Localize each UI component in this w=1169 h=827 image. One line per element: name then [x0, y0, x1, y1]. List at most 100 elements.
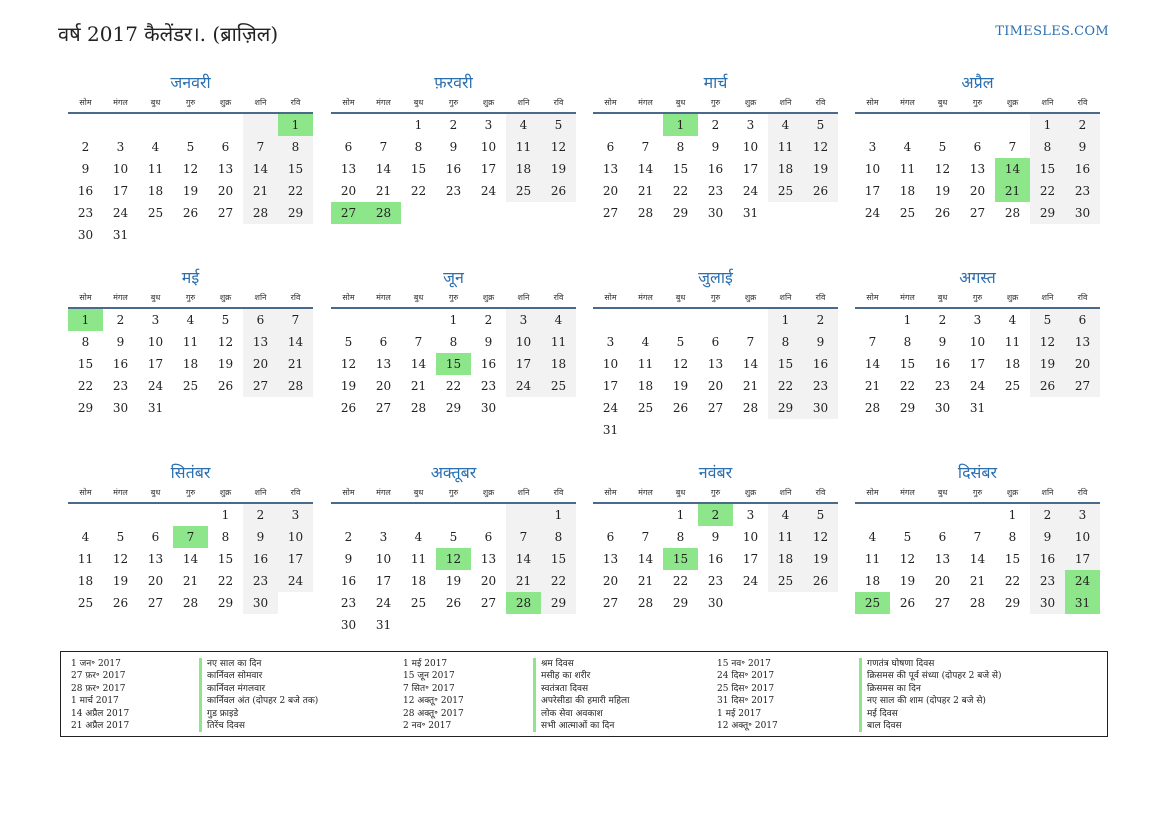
day-cell: 19: [340, 379, 357, 393]
weekday-label: सोम: [79, 293, 92, 302]
day-cell: 16: [934, 357, 951, 371]
day-cell: 26: [340, 401, 357, 415]
month-name: अप्रैल: [961, 73, 994, 92]
day-cell: 22: [278, 180, 313, 202]
empty-day-cell: [436, 504, 471, 526]
holiday-day-cell: 15: [663, 548, 698, 570]
weekday-label: रवि: [1077, 98, 1088, 107]
day-cell: 25: [182, 379, 199, 393]
day-cell: 6: [484, 530, 493, 544]
day-cell: 3: [151, 313, 160, 327]
day-cell: 24: [480, 184, 497, 198]
day-cell: 7: [746, 335, 755, 349]
holiday-day-cell: 28: [366, 202, 401, 224]
day-cell: 30: [480, 401, 497, 415]
day-cell: 12: [340, 357, 357, 371]
site-link[interactable]: TIMESLES.COM: [995, 24, 1109, 39]
day-cell: 30: [340, 618, 357, 632]
holiday-list-entry: 7 सित॰ 2017: [403, 683, 455, 694]
day-cell: 27: [217, 206, 234, 220]
day-cell: 2: [484, 313, 493, 327]
weekday-label: शनि: [517, 293, 530, 302]
holiday-list-entry: 1 मार्च 2017: [71, 696, 119, 707]
weekday-header: सोम मंगल बुध गुरु शुक्र शनि रवि: [855, 289, 1100, 309]
day-cell: 12: [182, 162, 199, 176]
day-cell: 3: [868, 140, 877, 154]
day-cell: 2: [243, 504, 278, 526]
weekday-label: शुक्र: [1006, 488, 1019, 497]
month-5: मई सोम मंगल बुध गुरु शुक्र शनि रवि 1 2 3 4 5 6 7 8 9 10 11…: [68, 267, 313, 419]
weekday-label: मंगल: [900, 98, 915, 107]
weekday-label: सोम: [342, 488, 355, 497]
holiday-list-entry: नए साल की शाम (दोपहर 2 बजे से): [867, 696, 986, 707]
empty-day-cell: [628, 114, 663, 136]
day-cell: 24: [742, 574, 759, 588]
day-cell: 15: [217, 552, 234, 566]
empty-day-cell: [243, 114, 278, 136]
day-cell: 31: [112, 228, 129, 242]
day-cell: 4: [414, 530, 423, 544]
weekday-header: सोम मंगल बुध गुरु शुक्र शनि रवि: [331, 289, 576, 309]
day-cell: 2: [449, 118, 458, 132]
day-cell: 8: [768, 331, 803, 353]
page-title: वर्ष 2017 कैलेंडर।. (ब्राज़िल): [58, 22, 279, 46]
holiday-day-cell: 15: [436, 353, 471, 375]
day-cell: 20: [602, 574, 619, 588]
weekday-label: सोम: [342, 293, 355, 302]
day-cell: 12: [217, 335, 234, 349]
day-cell: 21: [410, 379, 427, 393]
day-cell: 21: [969, 574, 986, 588]
day-cell: 11: [506, 136, 541, 158]
day-cell: 15: [672, 162, 689, 176]
weekday-label: मंगल: [376, 293, 391, 302]
day-cell: 2: [1030, 504, 1065, 526]
day-cell: 23: [707, 574, 724, 588]
day-cell: 16: [243, 548, 278, 570]
holiday-list-entry: 1 मई 2017: [717, 708, 762, 719]
weekday-label: गुरु: [710, 293, 721, 302]
day-cell: 9: [1065, 136, 1100, 158]
day-cell: 13: [217, 162, 234, 176]
day-cell: 1: [414, 118, 423, 132]
day-cell: 5: [116, 530, 125, 544]
empty-day-cell: [960, 504, 995, 526]
day-cell: 17: [1065, 548, 1100, 570]
day-cell: 7: [278, 309, 313, 331]
day-cell: 15: [410, 162, 427, 176]
month-2: फ़रवरी सोम मंगल बुध गुरु शुक्र शनि रवि 1 2 3 4 5 6 7 8 9…: [331, 72, 576, 224]
day-cell: 19: [899, 574, 916, 588]
day-cell: 28: [969, 596, 986, 610]
holiday-names-col2: श्रम दिवस मसीह का शरीर स्वतंत्रता दिवस अपरे…: [533, 658, 630, 733]
holiday-list-entry: 21 अप्रैल 2017: [71, 721, 130, 732]
weekday-label: रवि: [815, 488, 826, 497]
holiday-list-entry: बाल दिवस: [867, 721, 902, 732]
day-cell: 27: [602, 596, 619, 610]
holiday-list-entry: श्रम दिवस: [541, 659, 574, 669]
holiday-list-entry: 27 फ़र॰ 2017: [71, 671, 126, 682]
holiday-list-entry: गणतंत्र घोषणा दिवस: [867, 659, 935, 669]
holiday-list-entry: गुड फ्राइडे: [207, 708, 239, 719]
weekday-label: शुक्र: [482, 488, 495, 497]
day-cell: 17: [742, 162, 759, 176]
day-cell: 28: [637, 596, 654, 610]
weekday-label: बुध: [675, 488, 686, 497]
day-cell: 7: [641, 140, 650, 154]
day-cell: 20: [602, 184, 619, 198]
day-cell: 2: [938, 313, 947, 327]
month-10: अक्तूबर सोम मंगल बुध गुरु शुक्र शनि रवि 1 2 3 4 5 6 7 8…: [331, 462, 576, 636]
day-cell: 2: [116, 313, 125, 327]
day-cell: 21: [182, 574, 199, 588]
day-cell: 10: [602, 357, 619, 371]
weekday-label: बुध: [150, 293, 161, 302]
day-cell: 20: [340, 184, 357, 198]
weekday-header: सोम मंगल बुध गुरु शुक्र शनि रवि: [593, 94, 838, 114]
day-cell: 20: [934, 574, 951, 588]
day-cell: 8: [903, 335, 912, 349]
day-cell: 2: [803, 309, 838, 331]
day-cell: 6: [379, 335, 388, 349]
day-cell: 28: [864, 401, 881, 415]
day-cell: 10: [375, 552, 392, 566]
day-cell: 11: [637, 357, 654, 371]
day-cell: 12: [899, 552, 916, 566]
day-cell: 4: [641, 335, 650, 349]
